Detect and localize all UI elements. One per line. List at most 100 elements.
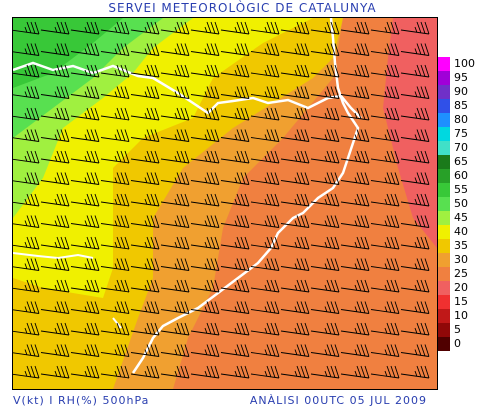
wind-barb	[340, 322, 370, 336]
rh-wind-map	[12, 17, 438, 390]
legend-label: 70	[454, 141, 468, 154]
wind-barb	[70, 279, 100, 293]
wind-barb	[40, 322, 70, 336]
legend-swatch	[438, 225, 450, 239]
wind-barb	[190, 107, 220, 121]
wind-barb	[13, 215, 40, 228]
legend-label: 55	[454, 183, 468, 196]
legend-label: 95	[454, 71, 468, 84]
wind-barb	[280, 344, 310, 357]
wind-barb	[310, 43, 340, 56]
wind-barb	[370, 279, 400, 293]
legend-item: 15	[438, 295, 485, 309]
wind-barb	[190, 279, 220, 293]
wind-barb	[220, 21, 250, 35]
legend-label: 20	[454, 281, 468, 294]
wind-barb	[280, 365, 310, 379]
wind-barb	[100, 172, 130, 185]
wind-barb	[250, 172, 280, 185]
wind-barb	[160, 129, 190, 142]
wind-barb	[340, 258, 370, 271]
legend-swatch	[438, 99, 450, 113]
wind-barb	[70, 21, 100, 35]
wind-barb	[220, 129, 250, 142]
wind-barb	[190, 129, 220, 142]
wind-barb	[190, 236, 220, 250]
wind-barb	[310, 86, 340, 99]
wind-barb	[130, 344, 160, 357]
footer-analysis-time: ANÀLISI 00UTC 05 JUL 2009	[249, 394, 427, 407]
wind-barb	[310, 215, 340, 228]
wind-barb	[400, 344, 430, 357]
wind-barb	[190, 172, 220, 185]
wind-barb	[280, 64, 310, 78]
wind-barb	[250, 236, 280, 250]
wind-barb	[310, 150, 340, 164]
wind-barb	[310, 107, 340, 121]
wind-barb	[70, 215, 100, 228]
wind-barb	[370, 21, 400, 35]
wind-barb	[280, 129, 310, 142]
wind-barb	[130, 193, 160, 207]
wind-barb	[220, 365, 250, 379]
wind-barb	[13, 279, 40, 293]
wind-barb	[190, 344, 220, 357]
legend-swatch	[438, 183, 450, 197]
wind-barb	[13, 365, 40, 379]
wind-barb	[100, 215, 130, 228]
wind-barb	[310, 279, 340, 293]
wind-barb	[250, 21, 280, 35]
legend-swatch	[438, 323, 450, 337]
wind-barb	[250, 64, 280, 78]
wind-barb	[100, 64, 130, 78]
legend-swatch	[438, 127, 450, 141]
wind-barb	[280, 193, 310, 207]
wind-barb	[370, 193, 400, 207]
wind-barb	[190, 86, 220, 99]
coastline	[131, 18, 360, 374]
legend-item: 55	[438, 183, 485, 197]
wind-barb	[280, 172, 310, 185]
legend-label: 60	[454, 169, 468, 182]
wind-barb	[400, 129, 430, 142]
wind-barb	[400, 279, 430, 293]
wind-barb	[220, 236, 250, 250]
wind-barb	[13, 258, 40, 271]
map-canvas	[13, 18, 437, 389]
wind-barb	[220, 279, 250, 293]
wind-barb	[160, 215, 190, 228]
legend-swatch	[438, 211, 450, 225]
wind-barb	[220, 322, 250, 336]
legend-label: 65	[454, 155, 468, 168]
wind-barb	[340, 215, 370, 228]
wind-barb	[130, 279, 160, 293]
legend-swatch	[438, 169, 450, 183]
wind-barb	[340, 344, 370, 357]
wind-barb	[370, 129, 400, 142]
wind-barb	[220, 86, 250, 99]
wind-barb	[100, 193, 130, 207]
wind-barb	[130, 322, 160, 336]
wind-barb	[400, 150, 430, 164]
wind-barb	[400, 258, 430, 271]
wind-barb	[340, 193, 370, 207]
wind-barb	[40, 344, 70, 357]
wind-barb	[160, 150, 190, 164]
wind-barb	[40, 236, 70, 250]
wind-barb	[190, 193, 220, 207]
wind-barb	[100, 236, 130, 250]
wind-barb	[13, 344, 40, 357]
region-border	[13, 252, 94, 260]
wind-barb	[310, 193, 340, 207]
wind-barb	[310, 64, 340, 78]
wind-barb	[310, 172, 340, 185]
legend-swatch	[438, 281, 450, 295]
wind-barb	[400, 236, 430, 250]
wind-barb	[400, 107, 430, 121]
wind-barb	[160, 344, 190, 357]
legend-item: 45	[438, 211, 485, 225]
wind-barb	[100, 107, 130, 121]
legend-item: 80	[438, 113, 485, 127]
wind-barb	[250, 193, 280, 207]
wind-barb	[280, 236, 310, 250]
